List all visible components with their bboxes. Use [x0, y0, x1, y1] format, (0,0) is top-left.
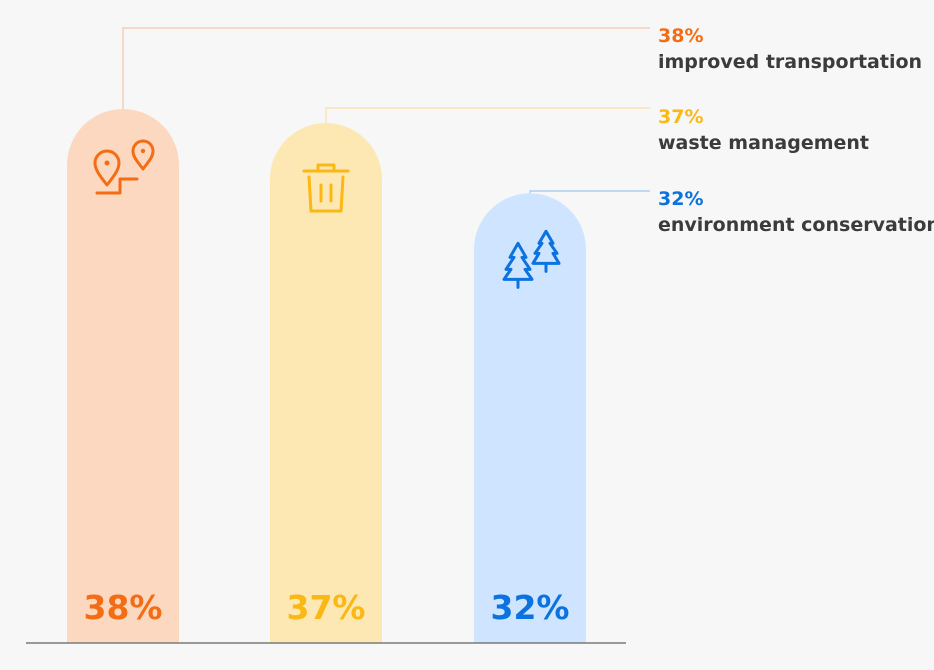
bar-waste [270, 123, 382, 644]
connector-line-transportation [122, 27, 650, 109]
map-pins-route-icon [93, 139, 155, 195]
bar-value-waste: 37% [287, 588, 366, 627]
pine-trees-icon [502, 229, 561, 289]
bar-value-environment: 32% [491, 588, 570, 627]
connector-line-environment [529, 190, 650, 194]
legend-item-transportation: 38% improved transportation [658, 26, 922, 74]
legend-item-environment: 32% environment conservation [658, 189, 934, 237]
legend-item-waste: 37% waste management [658, 107, 869, 155]
legend-label-transportation: improved transportation [658, 51, 923, 73]
trash-bin-icon [302, 163, 350, 213]
bar-transportation [67, 109, 179, 643]
connector-line-waste [325, 107, 650, 124]
legend-pct-transportation: 38% [658, 25, 704, 47]
legend-pct-environment: 32% [658, 188, 704, 210]
bar-value-transportation: 38% [84, 588, 163, 627]
bar-environment [474, 193, 586, 643]
legend-label-waste: waste management [658, 132, 870, 154]
legend-pct-waste: 37% [658, 106, 704, 128]
legend-label-environment: environment conservation [658, 214, 934, 236]
